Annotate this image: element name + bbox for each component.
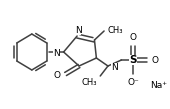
Text: CH₃: CH₃ (82, 78, 97, 87)
Text: CH₃: CH₃ (108, 26, 123, 35)
Text: O: O (54, 71, 61, 79)
Text: N: N (53, 49, 60, 58)
Text: O: O (151, 55, 158, 65)
Text: O: O (130, 33, 137, 42)
Text: Na⁺: Na⁺ (150, 81, 167, 90)
Text: S: S (129, 55, 137, 65)
Text: O⁻: O⁻ (127, 78, 139, 87)
Text: N: N (75, 26, 81, 35)
Text: N: N (111, 62, 118, 72)
